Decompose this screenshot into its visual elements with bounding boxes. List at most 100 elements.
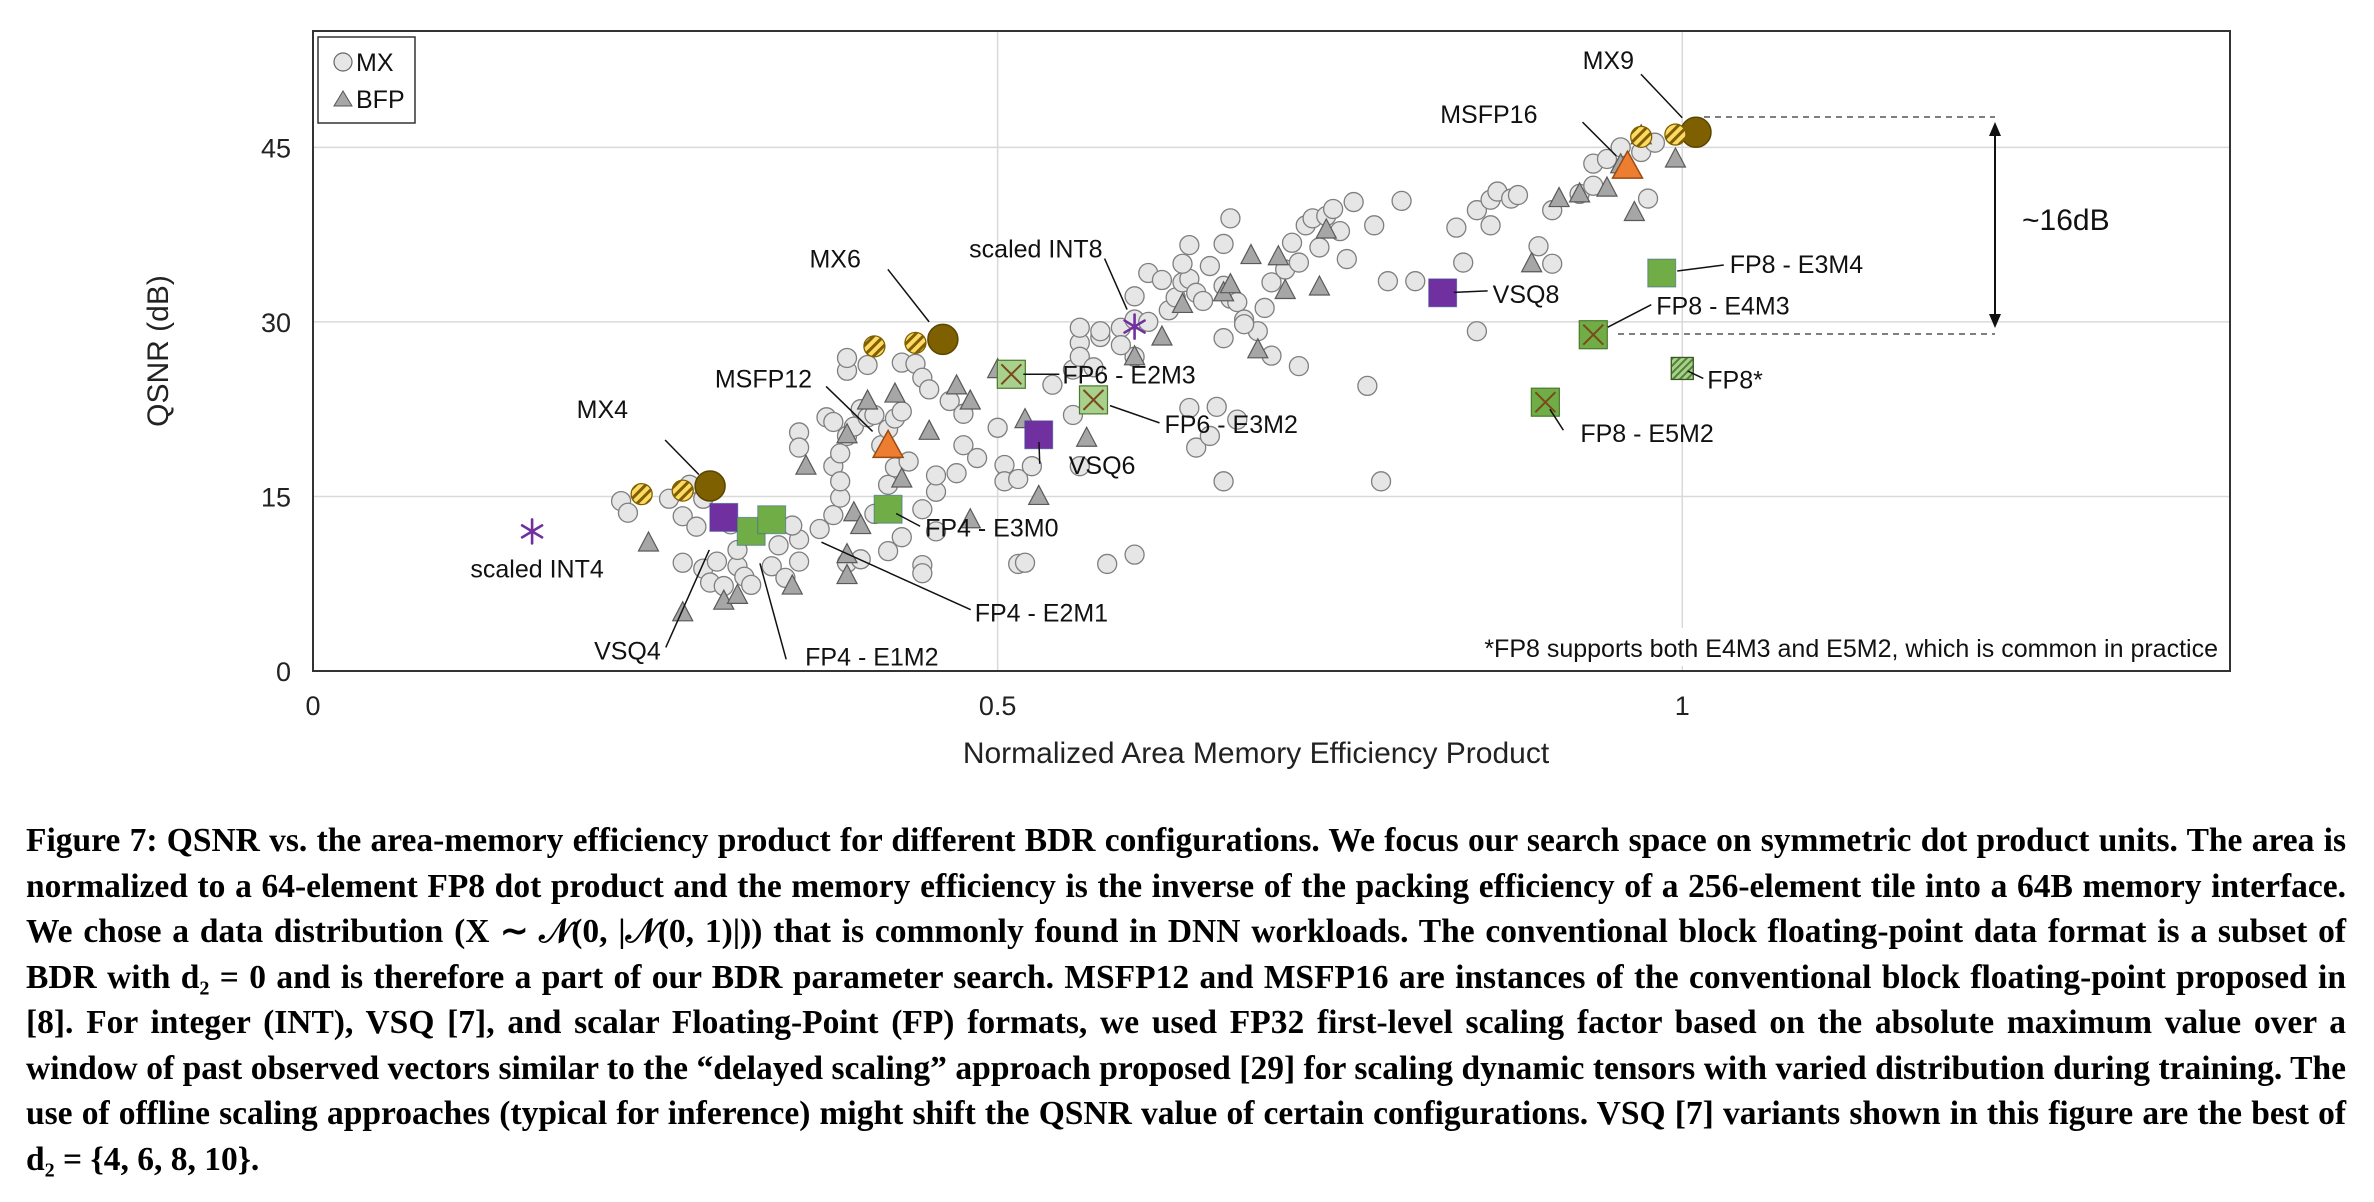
vsq6-label: VSQ6 [1069,452,1136,480]
mx-point [919,379,940,400]
footnote: *FP8 supports both E4M3 and E5M2, which … [1484,635,2218,663]
caption-text: QSNR vs. the area-memory efficiency prod… [26,822,2346,1178]
mx-point [1322,198,1344,220]
mx-point [788,551,810,572]
bfp-point [959,388,982,410]
mx-point [1213,471,1234,492]
mx-point [946,463,967,484]
fp4-e3m0-label: FP4 - E3M0 [925,514,1058,542]
y-tick-label: 30 [261,308,291,338]
unlabeled-marker [1630,125,1653,149]
bfp-point [836,563,859,585]
mx-point [741,574,762,596]
fp4-e1m2-label: FP4 - E1M2 [805,643,938,671]
msfp16-leader-line [1581,121,1617,157]
msfp12-label: MSFP12 [715,365,812,393]
fp8-leader-line [1687,370,1704,380]
mx-point [1377,271,1399,292]
mx-point [672,506,693,527]
gap-arrow-head-bottom [1989,314,2001,328]
unlabeled-marker [630,482,653,506]
unlabeled-marker [904,331,927,355]
bfp-point [726,583,749,604]
vsq4-marker [709,502,739,532]
bfp-point [918,419,941,440]
mx-point [1213,328,1234,349]
mx4-marker [694,470,726,502]
mx-point [912,563,933,584]
mx-point [1014,552,1036,573]
mx-point [987,417,1008,438]
x-tick-label: 0.5 [979,691,1017,721]
fp8-e4m3-leader-line [1607,304,1652,328]
legend-box [317,36,416,124]
bfp-point [1595,175,1618,197]
bfp-point [1219,272,1242,294]
mx-point [1391,190,1412,212]
scatter-chart: 0 0.5 1 0 15 30 45 Normalized Area Memory Effi… [142,30,2231,770]
caption-figure-label: Figure 7: [26,822,158,859]
mx-point [788,437,810,458]
bfp-point [1520,251,1543,273]
mx-point [1466,321,1488,342]
msfp16-marker [1611,149,1644,179]
vsq8-marker [1428,278,1458,308]
mx-point [912,499,933,520]
mx-point [1172,253,1193,274]
scaled-int8-marker [1123,313,1146,340]
mx-point [1151,269,1173,291]
legend: MX BFP [317,36,416,124]
bfp-point [1267,244,1290,266]
gap-label: ~16dB [2022,204,2110,237]
vsq8-leader-line [1453,290,1488,294]
mx-point [1186,437,1207,458]
fp6-e3m2-label: FP6 - E3M2 [1164,411,1297,439]
fp4-e1m2-leader-line [759,563,787,660]
mx-point [823,504,844,526]
mx-point [672,552,693,573]
mx-point [1220,208,1241,229]
bfp-point [794,453,817,475]
bfp-point [1623,200,1646,222]
fp6-e3m2-marker-cross [1082,389,1105,411]
mx6-leader-line [887,268,930,323]
mx-point [1042,374,1063,395]
highlight-points [520,116,1712,546]
scaled-int4-label: scaled INT4 [470,555,603,583]
mx-point [706,551,728,572]
fp4-e3m0-marker [873,494,903,524]
mx-point [1370,471,1392,492]
mx9-label: MX9 [1583,47,1634,75]
bfp-point [1123,344,1146,366]
mx-point [1199,425,1221,447]
mx-point [1227,409,1248,430]
mx-point [1213,233,1234,255]
mx-point [1288,252,1310,273]
mx4-label: MX4 [577,396,629,424]
mx-point [1124,286,1145,307]
bfp-point [836,422,859,444]
unlabeled-marker [863,335,886,358]
mx-point [1405,271,1426,292]
x-tick-label: 1 [1675,691,1690,721]
bfp-point [849,513,872,535]
fp8-e4m3-marker-cross [1582,324,1604,346]
bfp-point [1171,292,1194,314]
mx9-leader-line [1640,73,1683,119]
mx-point [1097,553,1118,575]
mx-point [877,540,899,562]
footnote-box: *FP8 supports both E4M3 and E5M2, which … [1385,628,2223,666]
scaled-int8-label: scaled INT8 [969,236,1102,264]
mx-point [768,535,789,556]
fp8-e3m4-leader-line [1677,264,1724,272]
msfp12-marker [871,428,905,459]
mx-point [1542,253,1563,274]
mx-point [823,411,844,433]
fp8-e5m2-leader-line [1549,408,1564,431]
mx-point [953,435,974,456]
fp6-e3m2-leader-line [1109,404,1160,424]
fp8-e3m4-label: FP8 - E3M4 [1730,251,1863,279]
legend-bfp-label: BFP [356,86,405,114]
mx-point [1637,188,1659,209]
bfp-point [637,530,660,552]
